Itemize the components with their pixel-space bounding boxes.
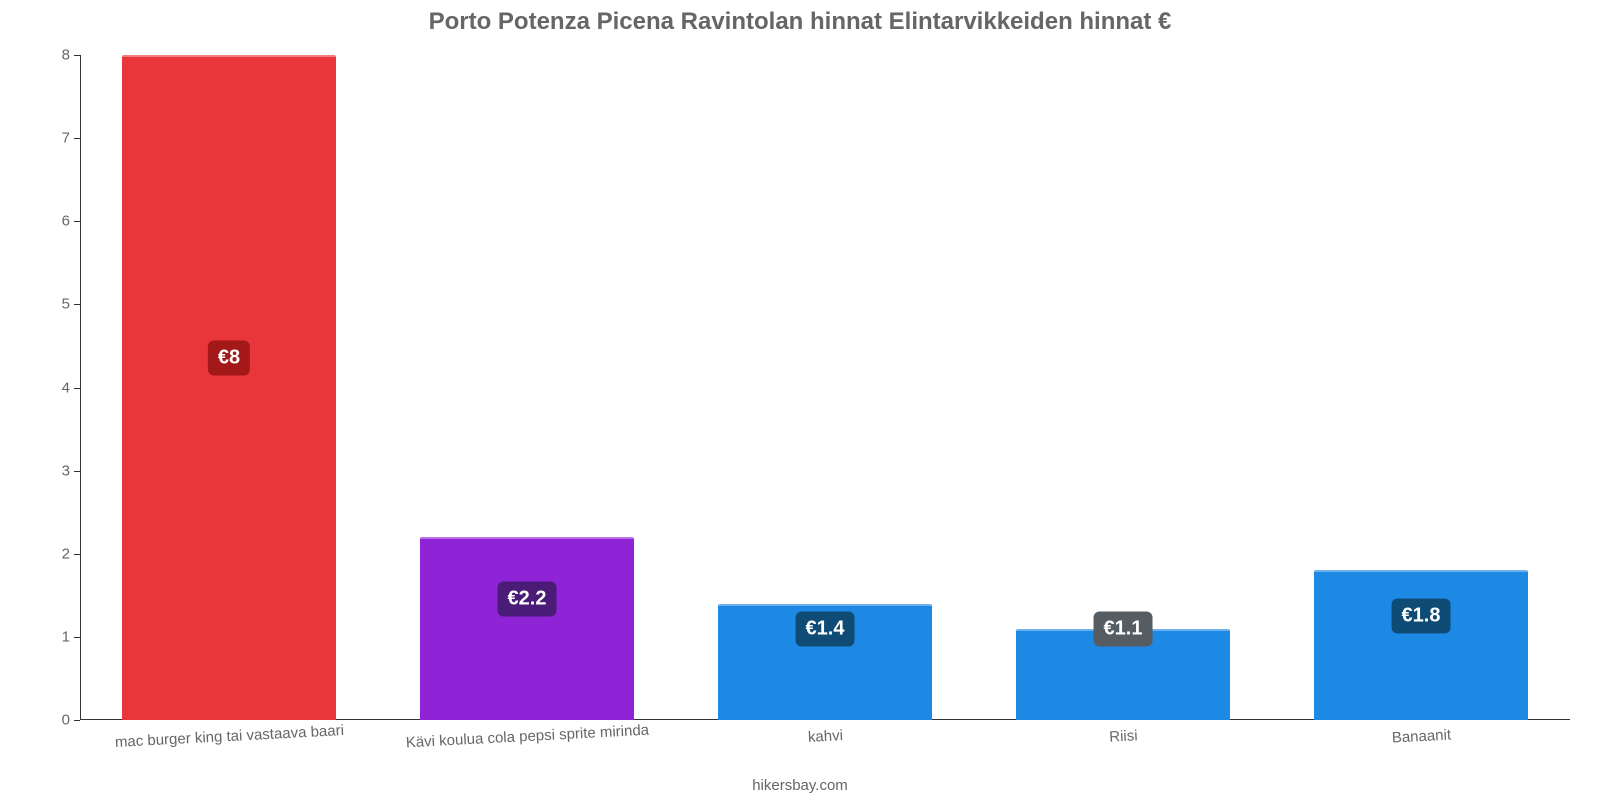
chart-title: Porto Potenza Picena Ravintolan hinnat E… bbox=[0, 8, 1600, 36]
x-axis-label: mac burger king tai vastaava baari bbox=[115, 722, 345, 751]
bar-highlight bbox=[1314, 570, 1529, 572]
y-tick-label: 4 bbox=[62, 379, 80, 396]
y-tick-label: 0 bbox=[62, 712, 80, 729]
bar-highlight bbox=[420, 537, 635, 539]
y-tick-label: 6 bbox=[62, 213, 80, 230]
y-tick-label: 5 bbox=[62, 296, 80, 313]
bar bbox=[122, 55, 337, 720]
value-badge: €8 bbox=[208, 341, 250, 376]
x-axis-label: Banaanit bbox=[1391, 726, 1451, 746]
plot-area: 012345678 €8€2.2€1.4€1.1€1.8 bbox=[80, 55, 1570, 720]
y-tick-label: 3 bbox=[62, 462, 80, 479]
y-tick-label: 1 bbox=[62, 628, 80, 645]
x-axis-label: Riisi bbox=[1109, 727, 1138, 745]
bar-highlight bbox=[718, 604, 933, 606]
attribution-text: hikersbay.com bbox=[0, 777, 1600, 794]
x-axis-label: Kävi koulua cola pepsi sprite mirinda bbox=[405, 722, 649, 752]
value-badge: €1.4 bbox=[796, 611, 855, 646]
bar bbox=[1314, 570, 1529, 720]
y-tick-label: 2 bbox=[62, 545, 80, 562]
x-labels: mac burger king tai vastaava baari Kävi k… bbox=[80, 722, 1570, 772]
value-badge: €1.1 bbox=[1094, 611, 1153, 646]
value-badge: €1.8 bbox=[1392, 599, 1451, 634]
y-tick-label: 7 bbox=[62, 130, 80, 147]
y-tick-label: 8 bbox=[62, 47, 80, 64]
x-axis-label: kahvi bbox=[808, 727, 844, 746]
value-badge: €2.2 bbox=[498, 582, 557, 617]
bar-highlight bbox=[122, 55, 337, 57]
price-bar-chart: Porto Potenza Picena Ravintolan hinnat E… bbox=[0, 0, 1600, 800]
bar bbox=[420, 537, 635, 720]
